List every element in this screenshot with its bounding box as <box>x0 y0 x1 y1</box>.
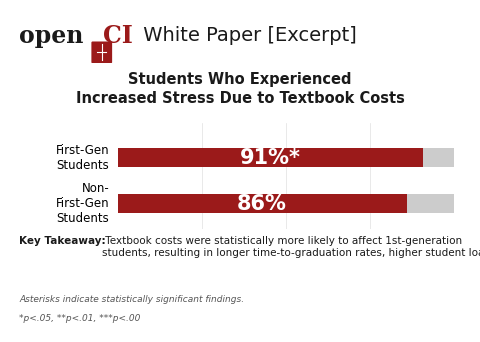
Text: Textbook costs were statistically more likely to affect 1st-generation
students,: Textbook costs were statistically more l… <box>102 236 480 258</box>
Text: 86%: 86% <box>237 194 287 214</box>
Text: White Paper [Excerpt]: White Paper [Excerpt] <box>137 26 357 45</box>
Text: CI: CI <box>103 24 133 48</box>
Bar <box>118 148 454 167</box>
Text: Students Who Experienced
Increased Stress Due to Textbook Costs: Students Who Experienced Increased Stres… <box>75 72 405 106</box>
Text: 91%*: 91%* <box>240 148 301 168</box>
Text: Key Takeaway:: Key Takeaway: <box>19 236 106 246</box>
FancyBboxPatch shape <box>91 41 112 63</box>
Text: Asterisks indicate statistically significant findings.: Asterisks indicate statistically signifi… <box>19 295 244 304</box>
Bar <box>118 148 423 167</box>
Text: *p<.05, **p<.01, ***p<.00: *p<.05, **p<.01, ***p<.00 <box>19 315 141 324</box>
Text: open: open <box>19 24 84 48</box>
Bar <box>118 194 454 213</box>
Bar <box>118 194 407 213</box>
